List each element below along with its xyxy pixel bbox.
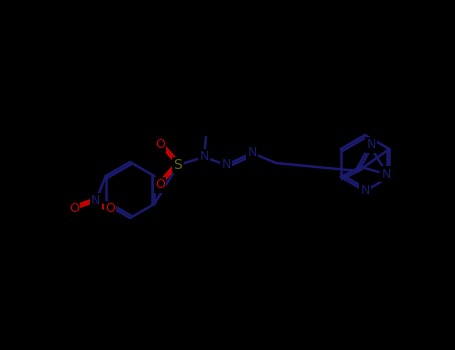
- Text: O: O: [155, 178, 165, 191]
- Text: N: N: [221, 159, 231, 172]
- Text: O: O: [155, 139, 165, 152]
- Text: N: N: [367, 139, 376, 152]
- Text: O: O: [105, 203, 115, 216]
- Text: N: N: [199, 150, 209, 163]
- Text: N: N: [248, 147, 257, 160]
- Text: N: N: [91, 195, 101, 208]
- Text: N: N: [360, 184, 369, 197]
- Text: S: S: [174, 158, 182, 172]
- Text: O: O: [69, 203, 79, 216]
- Text: N: N: [382, 168, 391, 181]
